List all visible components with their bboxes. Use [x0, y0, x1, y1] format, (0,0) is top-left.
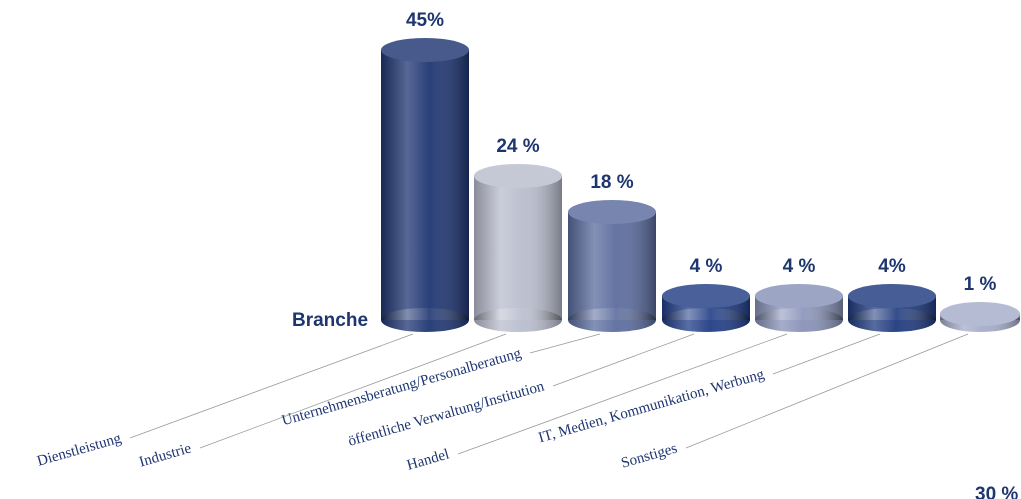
- leader-line: [199, 333, 507, 449]
- bar-top-light: [381, 38, 469, 62]
- bar-top: [755, 284, 843, 308]
- bar-shade: [381, 50, 469, 320]
- bar-shade: [568, 212, 656, 320]
- bar-top: [848, 284, 936, 308]
- bar-top-light: [755, 284, 843, 308]
- x-tick-label: Unternehmensberatung/Personalberatung: [280, 345, 524, 429]
- leader-line: [772, 333, 881, 375]
- leader-line: [529, 333, 601, 354]
- value-label: 18 %: [590, 172, 633, 193]
- bar-top-light: [848, 284, 936, 308]
- bar-top: [381, 38, 469, 62]
- bar-base-shade: [755, 308, 843, 332]
- bar-base-shade: [662, 308, 750, 332]
- value-label: 24 %: [496, 136, 539, 157]
- x-tick-label: Handel: [405, 446, 451, 473]
- x-tick-label: Sonstiges: [619, 440, 679, 471]
- value-label: 1 %: [964, 274, 997, 295]
- value-label: 45%: [406, 10, 444, 31]
- bar-base-shade: [381, 308, 469, 332]
- bar-top-light: [474, 164, 562, 188]
- x-tick-label: IT, Medien, Kommunikation, Werbung: [537, 366, 767, 446]
- bar-top: [568, 200, 656, 224]
- x-tick-label: Dienstleistung: [35, 430, 123, 469]
- leader-line: [685, 333, 969, 449]
- x-tick-label: Industrie: [137, 440, 193, 470]
- bar-top-light: [940, 302, 1020, 326]
- bar-top: [474, 164, 562, 188]
- axis-label: Branche: [292, 310, 368, 331]
- leader-line: [129, 333, 414, 439]
- bar-base-shade: [848, 308, 936, 332]
- bar-top-light: [662, 284, 750, 308]
- value-label: 4 %: [783, 256, 816, 277]
- bar-top: [662, 284, 750, 308]
- bar-top: [940, 302, 1020, 326]
- annotation: 30 %: [975, 484, 1018, 499]
- value-label: 4%: [878, 256, 906, 277]
- bar-base-shade: [568, 308, 656, 332]
- value-label: 4 %: [690, 256, 723, 277]
- bar-top-light: [568, 200, 656, 224]
- bar-base-shade: [474, 308, 562, 332]
- bar-shade: [474, 176, 562, 320]
- leader-line: [457, 333, 788, 455]
- leader-line: [552, 333, 695, 387]
